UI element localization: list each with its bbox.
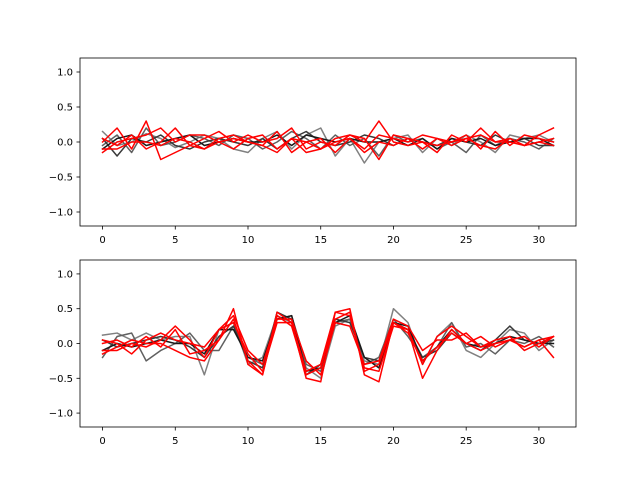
x-tick-label: 5 <box>172 436 178 447</box>
x-tick-label: 10 <box>242 235 255 246</box>
x-tick-label: 0 <box>99 436 105 447</box>
panels: 0 5 10 15 20 25 30 −1.0 −0.5 0.0 0.5 1.0 0 5 10 15 20 25 3… <box>49 57 577 447</box>
x-tick-label: 5 <box>172 235 178 246</box>
x-tick-label: 25 <box>460 436 473 447</box>
y-tick-label: 1.0 <box>57 68 73 79</box>
x-tick-label: 25 <box>460 235 473 246</box>
series-line-7 <box>101 127 555 161</box>
series-line-4 <box>101 134 555 151</box>
series-line-1 <box>101 307 555 380</box>
y-tick-label: −1.0 <box>49 208 73 219</box>
series-group <box>101 120 555 164</box>
series-line-8 <box>101 311 555 376</box>
x-tick-label: 30 <box>533 235 546 246</box>
y-tick-label: −0.5 <box>49 173 73 184</box>
y-tick-label: 0.0 <box>57 339 73 350</box>
x-tick-label: 15 <box>314 436 327 447</box>
y-tick-label: −1.0 <box>49 409 73 420</box>
series-line-7 <box>101 314 555 376</box>
y-tick-label: 0.5 <box>57 103 73 114</box>
axes-panel-1: 0 5 10 15 20 25 30 −1.0 −0.5 0.0 0.5 1.0 <box>49 57 577 246</box>
x-tick-label: 20 <box>387 235 400 246</box>
y-tick-label: 1.0 <box>57 269 73 280</box>
y-tick-label: −0.5 <box>49 374 73 385</box>
series-line-8 <box>101 137 555 154</box>
x-tick-label: 20 <box>387 436 400 447</box>
x-tick-label: 30 <box>533 436 546 447</box>
y-tick-label: 0.5 <box>57 304 73 315</box>
x-tick-label: 0 <box>99 235 105 246</box>
series-group <box>101 307 555 383</box>
axes-panel-2: 0 5 10 15 20 25 30 −1.0 −0.5 0.0 0.5 1.0 <box>49 259 577 447</box>
x-tick-label: 15 <box>314 235 327 246</box>
x-tick-label: 10 <box>242 436 255 447</box>
y-tick-label: 0.0 <box>57 138 73 149</box>
